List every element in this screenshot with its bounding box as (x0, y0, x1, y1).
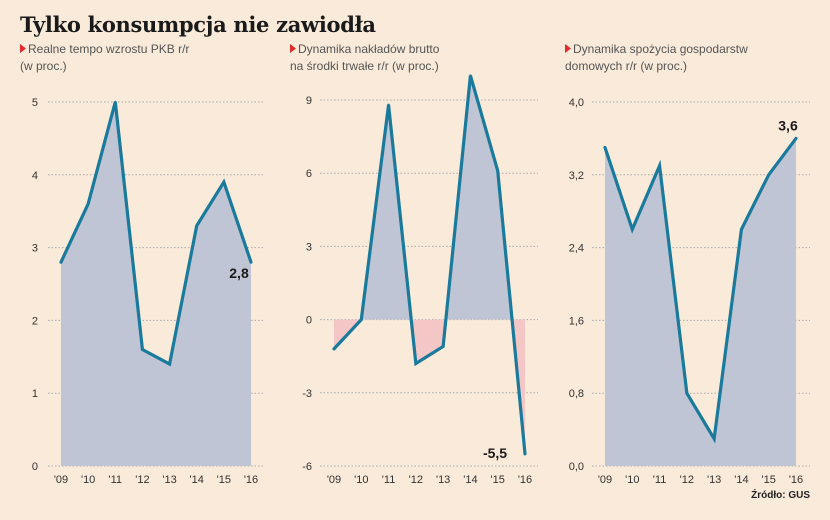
y-tick-label: 0 (306, 315, 312, 327)
end-value-label: -5,5 (483, 445, 507, 461)
x-tick-label: '11 (653, 474, 667, 486)
x-tick-label: '16 (789, 474, 803, 486)
x-tick-label: '12 (409, 474, 423, 486)
chart-subtitle-line: domowych r/r (w proc.) (565, 59, 687, 73)
x-tick-label: '11 (109, 474, 123, 486)
x-tick-label: '12 (135, 474, 149, 486)
chart-subtitle-line: Dynamika nakładów brutto (298, 42, 440, 56)
x-tick-label: '14 (190, 474, 204, 486)
x-tick-label: '13 (707, 474, 721, 486)
data-point (496, 169, 499, 172)
x-tick-label: '13 (436, 474, 450, 486)
data-point (441, 345, 445, 348)
y-tick-label: 1 (32, 388, 38, 400)
data-point (168, 362, 171, 366)
data-point (523, 452, 527, 455)
data-point (685, 392, 689, 395)
subtitle-marker-icon (290, 44, 296, 53)
data-point (332, 347, 336, 351)
source-note: Źródło: GUS (751, 490, 810, 501)
y-tick-label: 3 (306, 241, 312, 253)
data-point (86, 202, 90, 206)
y-tick-label: 5 (32, 97, 38, 109)
y-tick-label: 4 (32, 170, 38, 182)
data-point (360, 318, 363, 321)
x-tick-label: '16 (244, 474, 258, 486)
data-point (195, 224, 198, 227)
data-point (794, 137, 798, 140)
data-point (114, 100, 117, 104)
area-positive (605, 138, 796, 466)
data-point (631, 228, 634, 231)
end-value-label: 3,6 (778, 117, 798, 133)
x-tick-label: '11 (382, 474, 396, 486)
data-point (603, 146, 607, 149)
series-line (59, 101, 253, 367)
x-tick-label: '16 (518, 474, 532, 486)
chart-panel-2: Dynamika nakładów brutto na środki trwałe… (290, 42, 538, 486)
chart-subtitle-line: na środki trwałe r/r (w proc.) (290, 59, 439, 73)
data-point (414, 362, 418, 365)
chart-panel-1: Realne tempo wzrostu PKB r/r (w proc.) 0 1 2… (20, 42, 265, 486)
x-tick-label: '10 (81, 474, 95, 486)
x-tick-label: '15 (217, 474, 231, 486)
series-line (603, 136, 798, 444)
y-tick-label: 9 (306, 95, 312, 107)
y-tick-label: 0,8 (569, 388, 584, 400)
subtitle-marker-icon (20, 44, 26, 53)
chart-subtitle-line: (w proc.) (20, 59, 67, 73)
y-tick-label: 6 (306, 168, 312, 180)
series-line (332, 75, 527, 456)
x-tick-label: '09 (54, 474, 68, 486)
y-tick-label: 1,6 (569, 315, 584, 327)
x-tick-label: '13 (162, 474, 176, 486)
data-point (712, 437, 716, 440)
x-tick-label: '10 (354, 474, 368, 486)
subtitle-marker-icon (565, 44, 571, 53)
x-tick-label: '12 (680, 474, 694, 486)
y-tick-label: 2,4 (569, 243, 584, 255)
data-point (767, 173, 770, 176)
end-value-label: 2,8 (229, 265, 249, 281)
data-point (469, 74, 472, 77)
data-point (249, 260, 253, 264)
chart-panel-3: Dynamika spożycia gospodarstw domowych r/… (565, 42, 810, 486)
y-tick-label: -3 (302, 388, 312, 400)
y-tick-label: 2 (32, 315, 38, 327)
area-negative (334, 319, 525, 454)
data-point (658, 164, 661, 167)
y-tick-label: 0 (32, 461, 38, 473)
x-tick-label: '14 (463, 474, 477, 486)
y-tick-label: 0,0 (569, 461, 584, 473)
chart-title: Tylko konsumpcja nie zawiodła (20, 12, 376, 37)
x-tick-label: '09 (327, 474, 341, 486)
area-positive (61, 102, 251, 466)
x-tick-label: '14 (734, 474, 748, 486)
x-tick-label: '10 (625, 474, 639, 486)
y-tick-label: 4,0 (569, 97, 584, 109)
area-positive (334, 75, 525, 320)
data-point (740, 228, 743, 231)
y-tick-label: 3,2 (569, 170, 584, 182)
y-tick-label: -6 (302, 461, 312, 473)
data-point (222, 180, 226, 184)
data-point (141, 348, 144, 351)
data-point (387, 103, 390, 107)
x-tick-label: '15 (762, 474, 776, 486)
y-tick-label: 3 (32, 243, 38, 255)
data-point (59, 260, 63, 264)
chart-subtitle-line: Dynamika spożycia gospodarstw (573, 42, 748, 56)
chart-subtitle-line: Realne tempo wzrostu PKB r/r (28, 42, 189, 56)
x-tick-label: '15 (491, 474, 505, 486)
x-tick-label: '09 (598, 474, 612, 486)
